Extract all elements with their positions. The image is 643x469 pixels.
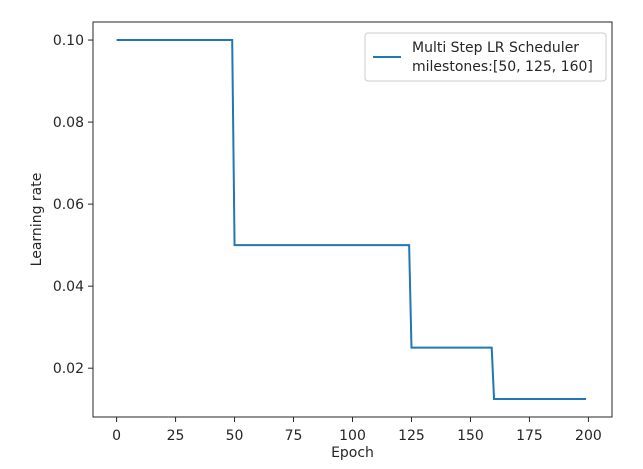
x-axis-label: Epoch <box>331 445 374 461</box>
x-tick-label: 50 <box>226 428 244 444</box>
x-tick-label: 125 <box>398 428 425 444</box>
x-tick-label: 175 <box>516 428 543 444</box>
y-tick-label: 0.08 <box>53 115 84 131</box>
y-tick-label: 0.04 <box>53 279 84 295</box>
y-axis-ticks: 0.02 0.04 0.06 0.08 0.10 <box>53 33 93 377</box>
x-tick-label: 25 <box>167 428 185 444</box>
series-line-multi-step-lr <box>116 39 587 400</box>
y-axis-label: Learning rate <box>29 173 45 267</box>
x-tick-label: 75 <box>285 428 303 444</box>
legend: Multi Step LR Scheduler milestones:[50, … <box>364 32 607 82</box>
x-tick-label: 200 <box>575 428 602 444</box>
y-tick-label: 0.10 <box>53 33 84 49</box>
x-tick-label: 150 <box>457 428 484 444</box>
x-tick-label: 0 <box>112 428 121 444</box>
x-axis-ticks: 0 25 50 75 100 125 150 175 200 <box>112 417 602 444</box>
y-tick-label: 0.02 <box>53 361 84 377</box>
x-tick-label: 100 <box>339 428 366 444</box>
y-tick-label: 0.06 <box>53 197 84 213</box>
legend-box <box>364 32 607 82</box>
legend-label-line-1: Multi Step LR Scheduler <box>412 40 579 56</box>
legend-label-line-2: milestones:[50, 125, 160] <box>412 59 593 75</box>
